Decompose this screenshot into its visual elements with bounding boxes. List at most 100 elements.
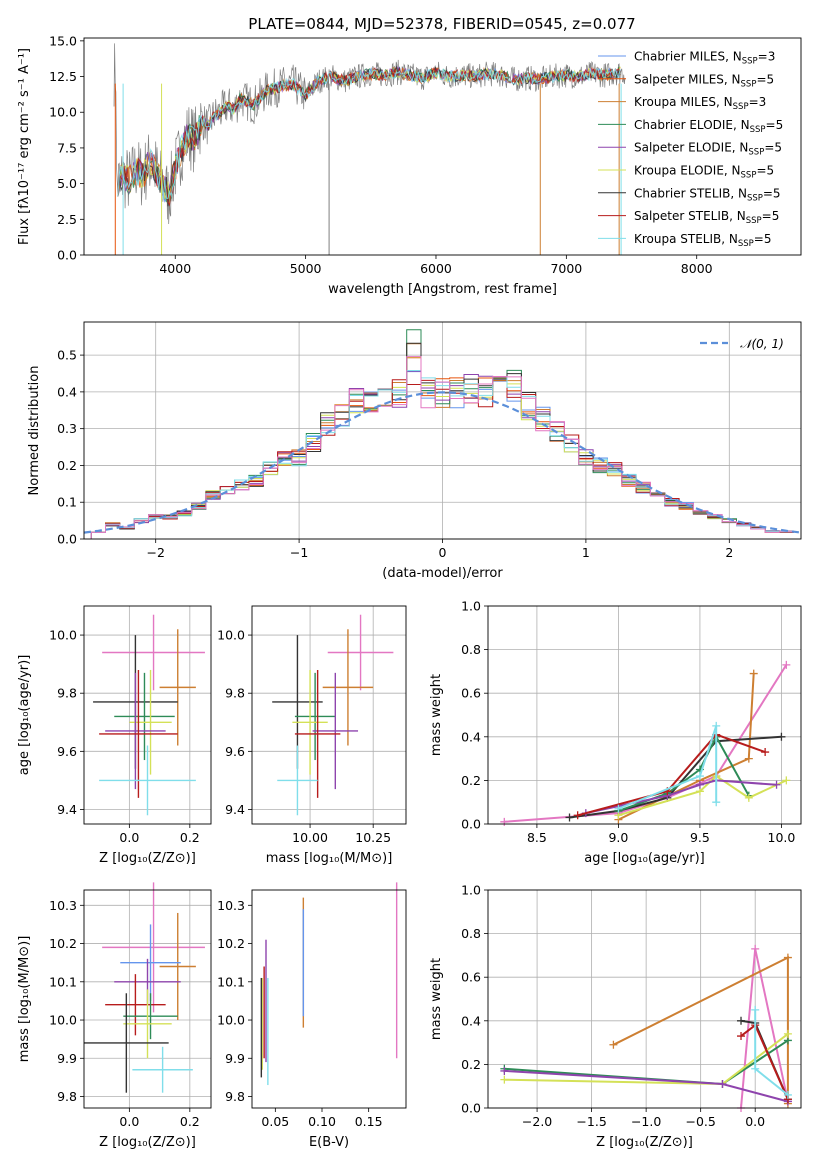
residuals-ytick-label-5: 0.5 xyxy=(57,348,77,363)
mass-vs-z-point-8 xyxy=(132,1046,193,1093)
massweight-vs-z-series-1-marker-0 xyxy=(609,1040,618,1049)
spectrum-xtick-label-0: 4000 xyxy=(159,261,191,276)
mass-vs-z-point-2 xyxy=(120,924,181,1001)
massweight-vs-age-ytick-label-1: 0.2 xyxy=(461,773,481,788)
age-vs-z-ytick-label-3: 10.0 xyxy=(49,628,77,643)
mass-vs-ebv-ytick-label-1: 9.9 xyxy=(225,1051,245,1066)
mass-vs-z-xtick-label-0: 0.0 xyxy=(119,1114,139,1129)
massweight-vs-z-xtick-label-0: −2.0 xyxy=(522,1114,552,1129)
mass-vs-z-point-1 xyxy=(159,912,196,1021)
massweight-vs-z-series-5-marker-0 xyxy=(500,1066,509,1075)
mass-vs-z-ytick-label-0: 9.8 xyxy=(57,1089,77,1104)
spectrum-legend-label-4: Salpeter ELODIE, NSSP=5 xyxy=(634,141,782,158)
massweight-vs-z-xtick-label-3: −0.5 xyxy=(685,1114,715,1129)
spectrum-legend-label-2: Kroupa MILES, NSSP=3 xyxy=(634,95,766,112)
spectrum-series-line-8 xyxy=(117,67,621,200)
charts-layer: 4000 5000 6000 7000 80000.02.55.07.510.012.5… xyxy=(17,33,802,1150)
spectrum-frame xyxy=(83,37,802,256)
age-vs-z-point-0 xyxy=(102,614,205,691)
massweight-vs-age-xtick-label-3: 10.0 xyxy=(768,830,796,845)
mass-vs-ebv-xtick-label-1: 0.10 xyxy=(308,1114,336,1129)
massweight-vs-z-xtick-label-4: 0.0 xyxy=(745,1114,765,1129)
residuals-ytick-label-2: 0.2 xyxy=(57,458,77,473)
mass-vs-ebv-ytick-label-2: 10.0 xyxy=(217,1013,245,1028)
massweight-vs-z-ytick-label-1: 0.2 xyxy=(461,1057,481,1072)
residuals-xtick-label-3: 1 xyxy=(582,545,590,560)
residuals-legend: 𝒩(0, 1) xyxy=(700,337,784,351)
mass-vs-z-ytick-label-1: 9.9 xyxy=(57,1051,77,1066)
massweight-vs-z-series-5-marker-1 xyxy=(718,1080,727,1089)
massweight-vs-age-series-7-marker-2 xyxy=(712,721,721,730)
massweight-vs-z-series-1-marker-1 xyxy=(783,953,792,962)
residuals-xlabel: (data-model)/error xyxy=(382,566,503,581)
residuals-ytick-label-4: 0.4 xyxy=(57,384,77,399)
spectrum-legend-label-8: Kroupa STELIB, NSSP=5 xyxy=(634,232,772,249)
massweight-vs-age-axes: 8.5 9.0 9.5 10.0 0.0 0.2 0.4 0.6 0.8 1.0 age [log₁… xyxy=(429,599,801,866)
mass-vs-ebv-xtick-label-2: 0.15 xyxy=(355,1114,383,1129)
mass-vs-ebv-xtick-label-0: 0.05 xyxy=(261,1114,289,1129)
massweight-vs-z-series-7-marker-2 xyxy=(783,1090,792,1099)
mass-vs-ebv-ytick-label-5: 10.3 xyxy=(217,898,245,913)
age-vs-z-frame xyxy=(83,605,212,825)
massweight-vs-z-frame xyxy=(487,889,802,1109)
age-vs-z-axes: 0.0 0.2 9.4 9.6 9.8 10.0 Z [log₁₀(Z/Z⊙)] age [l… xyxy=(17,606,211,866)
age-vs-mass-xtick-label-0: 10.00 xyxy=(292,830,328,845)
age-vs-mass-ytick-label-3: 10.0 xyxy=(217,628,245,643)
mass-vs-z-ytick-label-3: 10.1 xyxy=(49,974,77,989)
residuals-ytick-label-0: 0.0 xyxy=(57,532,77,547)
spectrum-series-line-3 xyxy=(117,66,621,204)
massweight-vs-z-ytick-label-2: 0.4 xyxy=(461,1013,481,1028)
massweight-vs-age-series-4-marker-3 xyxy=(744,793,753,802)
age-vs-mass-ytick-label-1: 9.6 xyxy=(225,744,245,759)
spectrum-ytick-label-3: 7.5 xyxy=(57,140,77,155)
massweight-vs-z-series-4-marker-0 xyxy=(500,1075,509,1084)
mass-vs-z-point-4 xyxy=(105,974,166,1036)
mass-vs-z-ytick-label-4: 10.2 xyxy=(49,936,77,951)
spectrum-legend-label-1: Salpeter MILES, NSSP=5 xyxy=(634,72,774,89)
age-vs-mass-point-5 xyxy=(312,672,359,790)
residuals-ylabel: Normed distribution xyxy=(27,366,42,496)
massweight-vs-age-ytick-label-3: 0.6 xyxy=(461,686,481,701)
spectrum-ytick-label-2: 5.0 xyxy=(57,176,77,191)
residuals-xtick-label-1: −1 xyxy=(290,545,308,560)
spectrum-legend-label-7: Salpeter STELIB, NSSP=5 xyxy=(634,209,779,226)
mass-vs-ebv-ytick-label-0: 9.8 xyxy=(225,1089,245,1104)
age-vs-z-point-3 xyxy=(114,672,175,761)
mass-vs-z-ylabel: mass [log₁₀(M/M⊙)] xyxy=(17,936,32,1063)
massweight-vs-age-xlabel: age [log₁₀(age/yr)] xyxy=(584,851,705,866)
massweight-vs-z-ytick-label-4: 0.8 xyxy=(461,926,481,941)
age-vs-mass-xlabel: mass [log₁₀(M/M⊙)] xyxy=(266,851,393,866)
mass-vs-z-point-5 xyxy=(123,993,178,1040)
massweight-vs-z-ylabel: mass weight xyxy=(429,958,444,1040)
age-vs-mass-point-1 xyxy=(322,629,374,746)
massweight-vs-z-series-7-marker-1 xyxy=(751,1064,760,1073)
spectrum-legend-label-6: Chabrier STELIB, NSSP=5 xyxy=(634,186,781,203)
massweight-vs-z-series-0-marker-1 xyxy=(751,944,760,953)
spectrum-ytick-label-4: 10.0 xyxy=(49,105,77,120)
residuals-ytick-label-3: 0.3 xyxy=(57,421,77,436)
mass-vs-ebv-xlabel: E(B-V) xyxy=(309,1135,349,1150)
massweight-vs-z-ytick-label-0: 0.0 xyxy=(461,1101,481,1116)
massweight-vs-age-ylabel: mass weight xyxy=(429,674,444,756)
massweight-vs-age-xtick-label-0: 8.5 xyxy=(527,830,547,845)
spectrum-ytick-label-5: 12.5 xyxy=(49,69,77,84)
age-vs-z-xtick-label-1: 0.2 xyxy=(180,830,200,845)
massweight-vs-z-xlabel: Z [log₁₀(Z/Z⊙)] xyxy=(596,1135,693,1150)
mass-vs-ebv-frame xyxy=(251,889,407,1109)
spectrum-series-line-1 xyxy=(117,66,621,202)
age-vs-z-point-7 xyxy=(99,745,196,816)
spectrum-legend: Chabrier MILES, NSSP=3 Salpeter MILES, NS… xyxy=(598,50,783,249)
massweight-vs-age-series-2-marker-0 xyxy=(565,813,574,822)
age-vs-mass-axes: 10.00 10.25 9.4 9.6 9.8 10.0 mass [log₁₀(M/M⊙)… xyxy=(217,606,406,866)
massweight-vs-age-series-5-marker-2 xyxy=(695,780,704,789)
mass-vs-ebv-ytick-label-4: 10.2 xyxy=(217,936,245,951)
age-vs-mass-xtick-label-1: 10.25 xyxy=(355,830,391,845)
age-vs-z-ytick-label-1: 9.6 xyxy=(57,744,77,759)
mass-vs-z-ytick-label-5: 10.3 xyxy=(49,898,77,913)
figure-title: PLATE=0844, MJD=52378, FIBERID=0545, z=0… xyxy=(248,15,635,33)
age-vs-mass-point-7 xyxy=(277,745,318,816)
massweight-vs-z-xtick-label-2: −1.0 xyxy=(631,1114,661,1129)
age-vs-z-xlabel: Z [log₁₀(Z/Z⊙)] xyxy=(99,851,196,866)
age-vs-z-point-6 xyxy=(99,669,178,798)
